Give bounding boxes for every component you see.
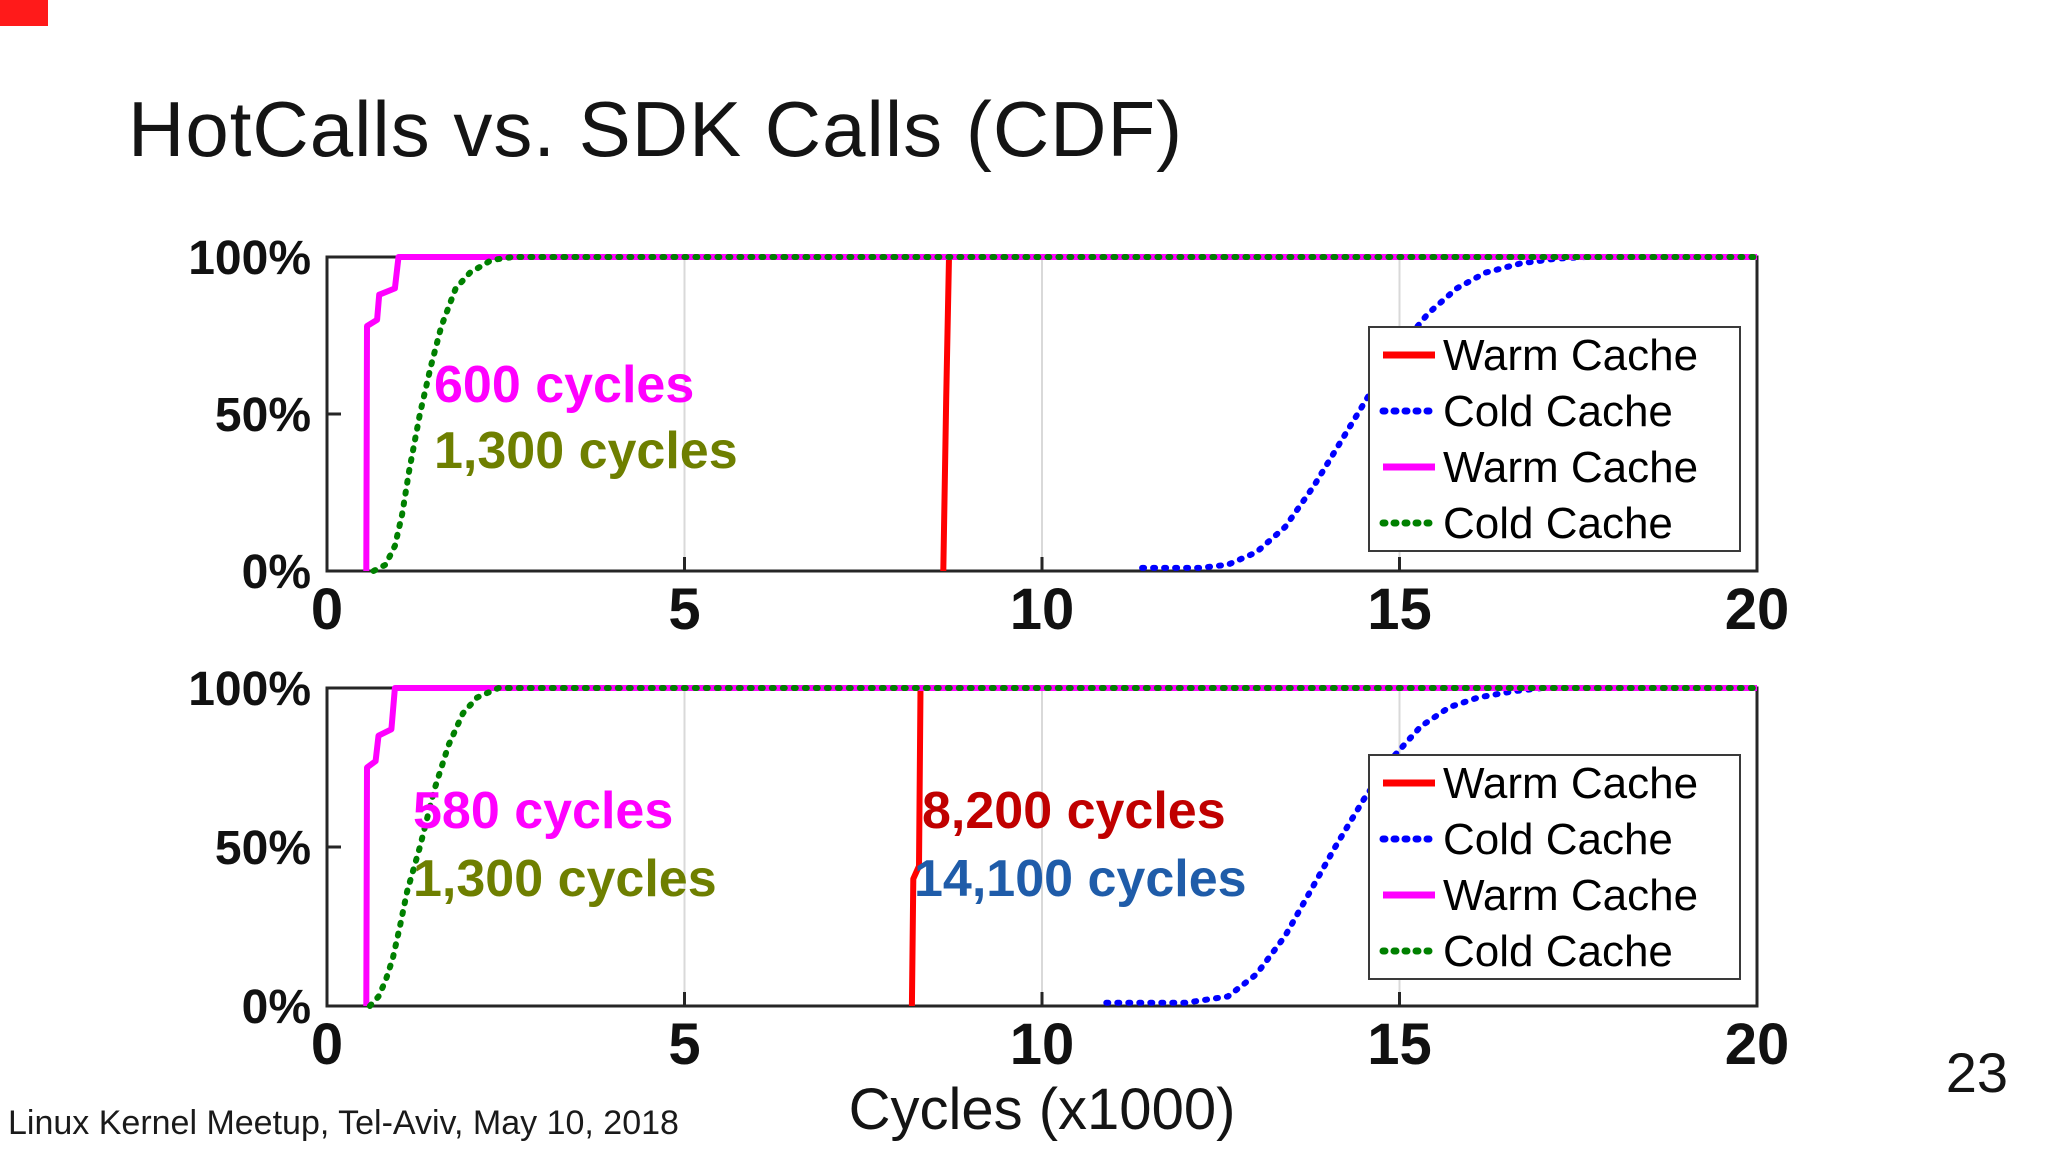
legend-label: Warm Cache xyxy=(1443,331,1698,380)
x-tick-label: 20 xyxy=(1725,577,1790,642)
slide-title: HotCalls vs. SDK Calls (CDF) xyxy=(128,85,1184,173)
annotation: 580 cycles xyxy=(413,782,673,840)
cdf-chart-top: 0 5 10 15 20 0% 50% 100% Warm Cache Cold Cache War… xyxy=(188,232,1789,642)
top-left-red-marker xyxy=(0,0,48,26)
series-hotcalls-cold-cache xyxy=(366,685,1760,1009)
x-axis-label: Cycles (x1000) xyxy=(848,1077,1236,1142)
annotation: 1,300 cycles xyxy=(413,850,717,908)
legend-label: Cold Cache xyxy=(1443,927,1673,976)
annotation: 8,200 cycles xyxy=(922,782,1226,840)
legend-label: Cold Cache xyxy=(1443,499,1673,548)
annotation: 1,300 cycles xyxy=(434,422,738,480)
y-tick-label: 50% xyxy=(215,822,311,875)
x-tick-label: 0 xyxy=(311,577,343,642)
legend-label: Warm Cache xyxy=(1443,443,1698,492)
series-hotcalls-cold-cache xyxy=(370,254,1760,574)
legend-label: Warm Cache xyxy=(1443,759,1698,808)
y-tick-label: 100% xyxy=(188,663,311,716)
footer-credit: Linux Kernel Meetup, Tel-Aviv, May 10, 2… xyxy=(8,1104,679,1142)
x-tick-label: 15 xyxy=(1367,577,1432,642)
legend-box xyxy=(1368,754,1741,980)
x-tick-label: 5 xyxy=(668,1012,700,1077)
series-hotcalls-warm-cache xyxy=(363,685,1757,1007)
series-sdk-cold-cache xyxy=(1103,685,1760,1006)
y-tick-label: 0% xyxy=(242,981,311,1034)
cdf-chart-bottom: 0 5 10 15 20 0% 50% 100% Warm Cache Cold Cache War… xyxy=(188,663,1789,1077)
legend-box xyxy=(1368,326,1741,552)
legend-label: Warm Cache xyxy=(1443,871,1698,920)
annotation: 14,100 cycles xyxy=(914,850,1247,908)
x-tick-label: 20 xyxy=(1725,1012,1790,1077)
legend-label: Cold Cache xyxy=(1443,387,1673,436)
page-number: 23 xyxy=(1945,1041,2008,1104)
series-hotcalls-warm-cache xyxy=(363,254,1757,572)
x-tick-label: 10 xyxy=(1010,1012,1075,1077)
y-tick-label: 50% xyxy=(215,389,311,442)
x-tick-label: 5 xyxy=(668,577,700,642)
x-tick-label: 0 xyxy=(311,1012,343,1077)
legend-label: Cold Cache xyxy=(1443,815,1673,864)
x-tick-label: 15 xyxy=(1367,1012,1432,1077)
x-tick-label: 10 xyxy=(1010,577,1075,642)
annotation: 600 cycles xyxy=(434,356,694,414)
y-tick-label: 100% xyxy=(188,232,311,285)
y-tick-label: 0% xyxy=(242,546,311,599)
